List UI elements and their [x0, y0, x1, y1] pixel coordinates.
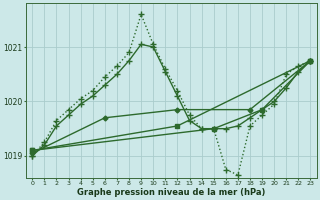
- X-axis label: Graphe pression niveau de la mer (hPa): Graphe pression niveau de la mer (hPa): [77, 188, 266, 197]
